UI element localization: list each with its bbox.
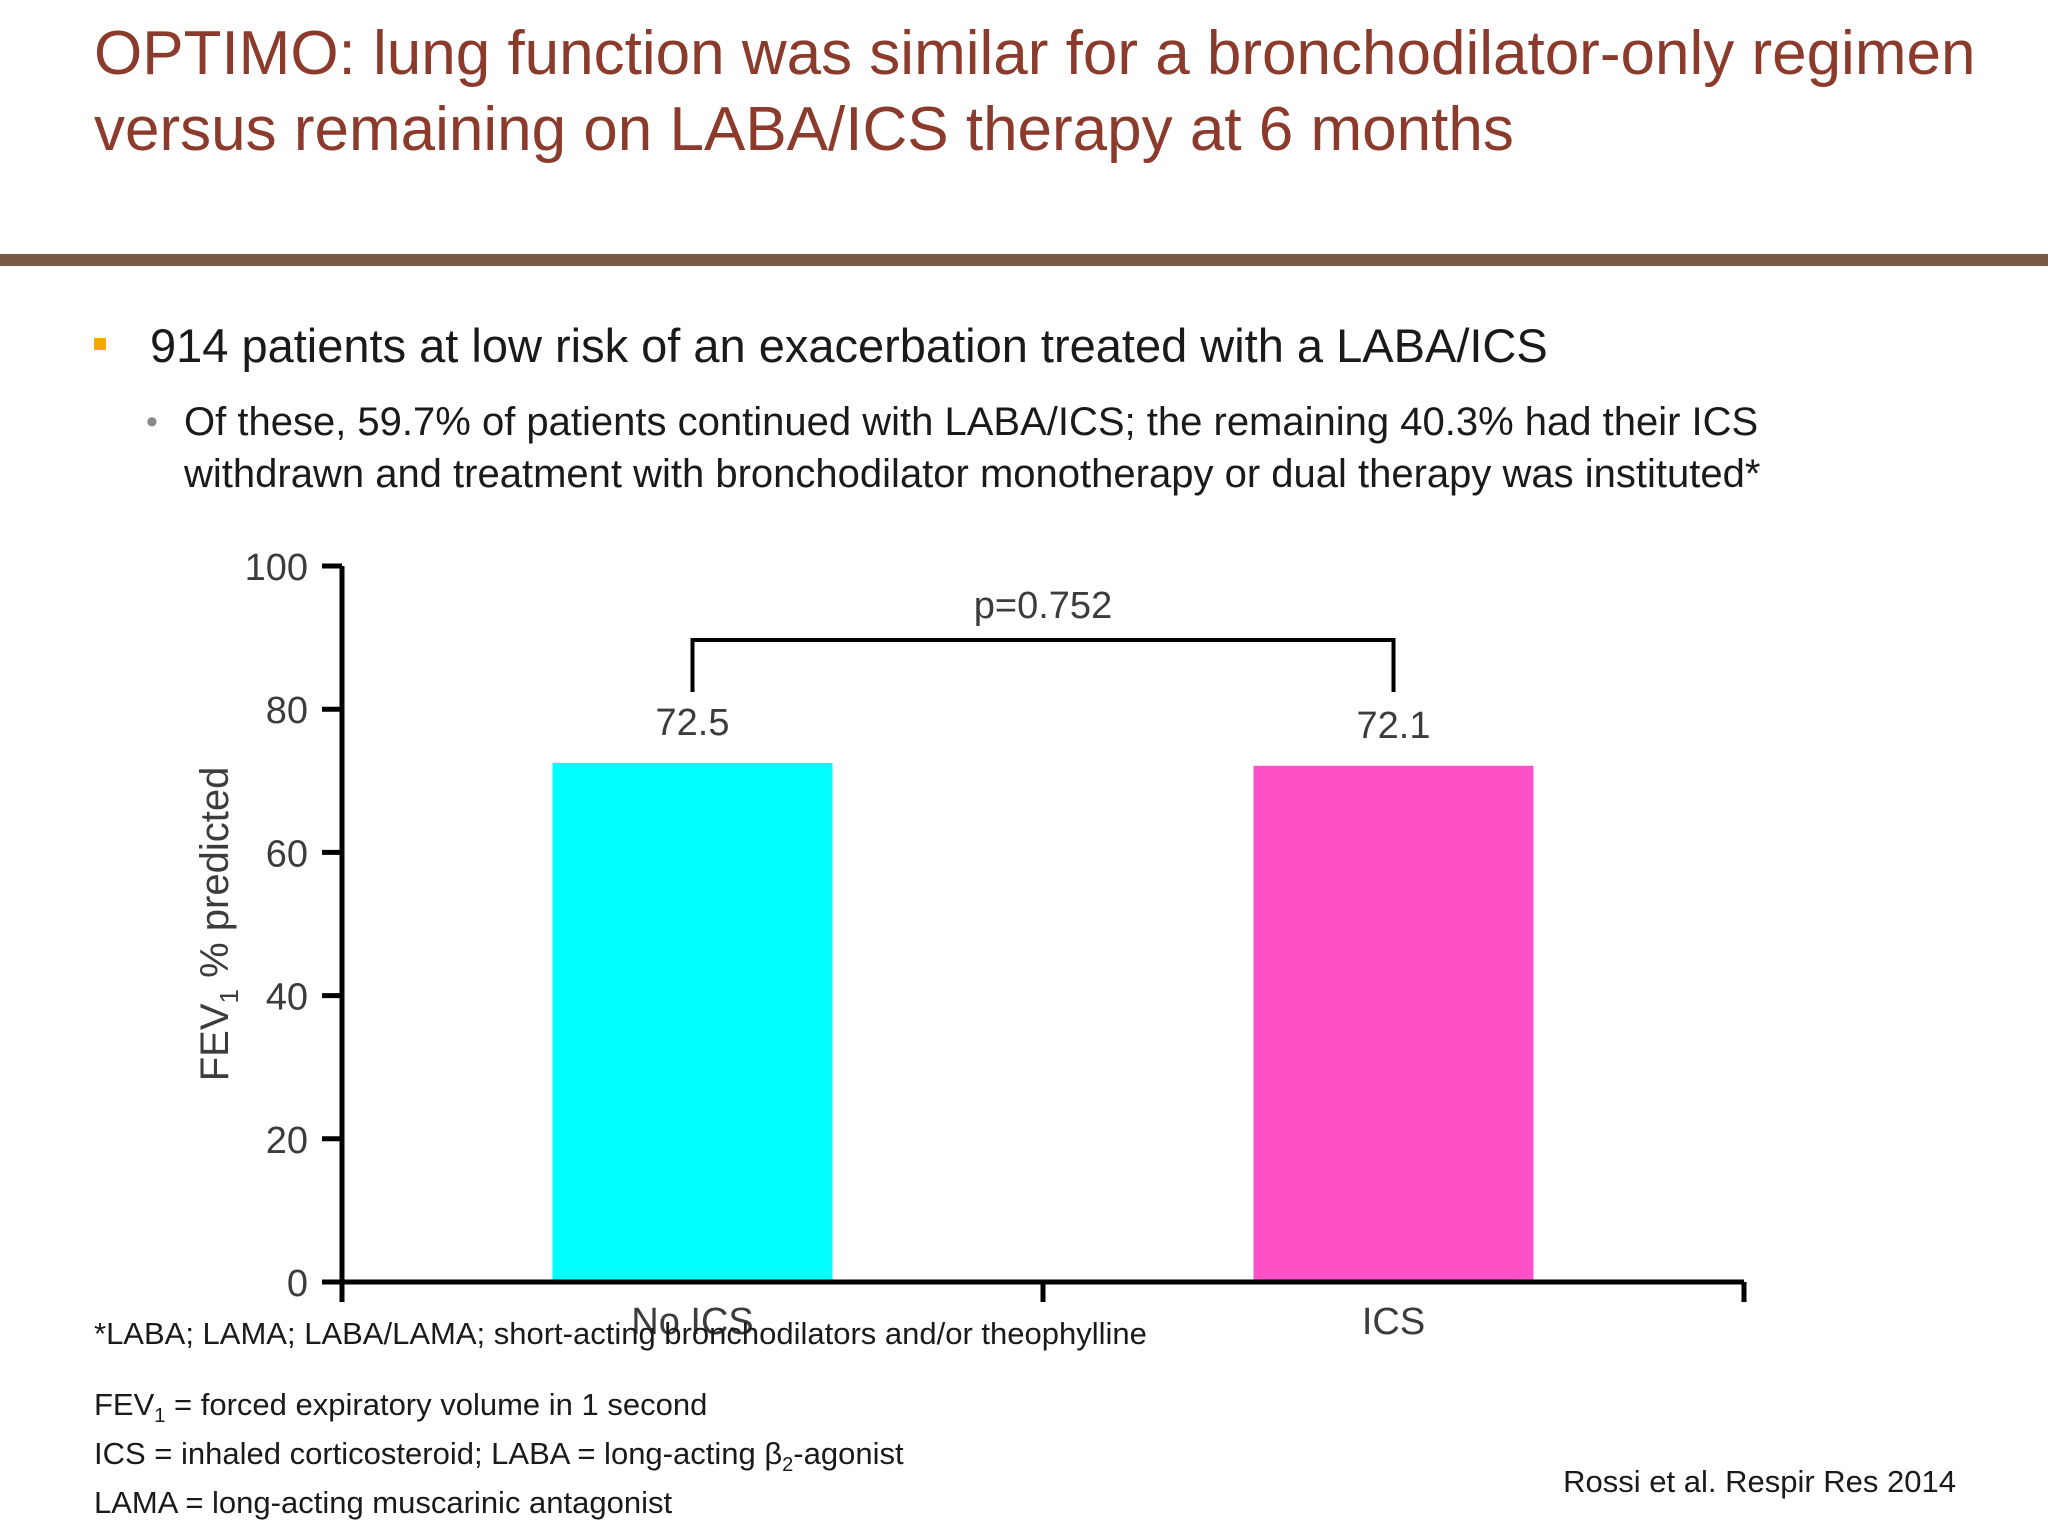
abbreviation-glossary: FEV1 = forced expiratory volume in 1 sec… [94, 1386, 904, 1522]
bar [1253, 765, 1534, 1282]
x-tick-label: ICS [1362, 1301, 1425, 1343]
bar [552, 762, 833, 1282]
y-axis-label-main: FEV [193, 1003, 237, 1081]
glossary-ics-post: -agonist [793, 1436, 904, 1472]
bar-value-label: 72.1 [1357, 705, 1431, 747]
footnote: *LABA; LAMA; LABA/LAMA; short-acting bro… [94, 1316, 1147, 1351]
significance-annotation: p=0.752 [690, 585, 1396, 692]
bar-value-label: 72.5 [656, 702, 730, 744]
glossary-fev-rest: = forced expiratory volume in 1 second [165, 1387, 708, 1422]
glossary-lama: LAMA = long-acting muscarinic antagonist [94, 1485, 673, 1521]
y-axis-ticks: 0 20 40 60 80 100 [245, 547, 342, 1305]
y-axis-label-sub: 1 [214, 989, 244, 1003]
y-tick-label: 0 [287, 1263, 308, 1305]
bullet-main-text: 914 patients at low risk of an exacerbat… [150, 319, 1548, 372]
slide-title: OPTIMO: lung function was similar for a … [94, 19, 1976, 164]
y-tick-label: 40 [266, 977, 308, 1019]
glossary-ics-pre: ICS = inhaled corticosteroid; LABA = lon… [94, 1436, 783, 1472]
square-bullet-icon [94, 338, 106, 350]
citation: Rossi et al. Respir Res 2014 [1563, 1464, 1956, 1499]
p-value-label: p=0.752 [974, 585, 1112, 627]
significance-bracket [690, 638, 1396, 692]
y-axis-label: FEV1 % predicted [193, 767, 244, 1082]
axes [339, 566, 1747, 1302]
y-tick-label: 100 [245, 547, 308, 589]
title-divider [0, 254, 2048, 266]
y-axis-label-rest: % predicted [193, 767, 237, 989]
bars: 72.5 No ICS 72.1 ICS [552, 702, 1534, 1343]
y-tick-label: 20 [266, 1120, 308, 1162]
bullet-sub-text: Of these, 59.7% of patients continued wi… [184, 400, 1761, 496]
y-tick-label: 60 [266, 833, 308, 875]
glossary-ics-sub: 2 [782, 1454, 794, 1477]
glossary-fev-sub: 1 [154, 1405, 166, 1428]
glossary-fev-prefix: FEV [94, 1387, 155, 1422]
glossary-fev1: FEV1 = forced expiratory volume in 1 sec… [94, 1386, 904, 1435]
dot-bullet-icon: • [146, 403, 158, 441]
x-tick-label: No ICS [631, 1301, 753, 1343]
glossary-ics-laba: ICS = inhaled corticosteroid; LABA = lon… [94, 1435, 904, 1484]
y-tick-label: 80 [266, 690, 308, 732]
